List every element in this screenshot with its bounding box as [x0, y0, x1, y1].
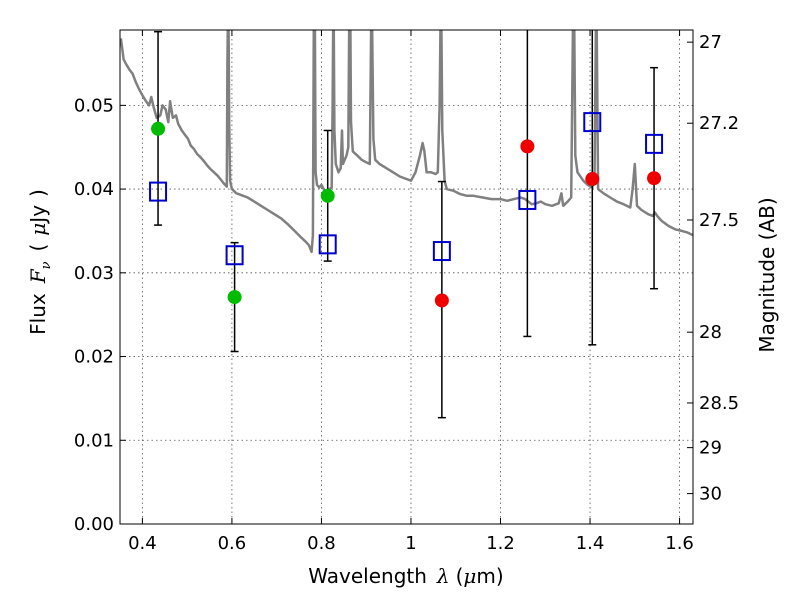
y-tick-label: 0.01 [74, 430, 114, 451]
x-tick-label: 1.6 [665, 533, 694, 554]
x-axis-label: Wavelength λ (μm) [308, 564, 503, 588]
sed-curve [120, 30, 693, 254]
model-square-marker [518, 189, 537, 210]
marker-layer [149, 112, 664, 308]
y2-tick-label: 27.2 [699, 113, 739, 134]
y2-tick-label: 29 [699, 438, 722, 459]
y-tick-label: 0.02 [74, 347, 114, 368]
y-tick-label: 0.04 [74, 179, 114, 200]
x-tick-label: 0.8 [307, 533, 336, 554]
y2-tick-label: 27 [699, 32, 722, 53]
y-axis-label: FluxFν(μJy) [26, 189, 54, 335]
y2-axis-label: Magnitude (AB) [755, 197, 779, 352]
x-tick-label: 1.2 [486, 533, 515, 554]
x-tick-label: 0.4 [128, 533, 157, 554]
model-square-marker [318, 234, 337, 255]
x-tick-label: 1.4 [576, 533, 605, 554]
plot-frame [119, 29, 694, 525]
y2-tick-label: 27.5 [699, 210, 739, 231]
x-tick-label: 0.6 [218, 533, 247, 554]
y2-tick-label: 28 [699, 322, 722, 343]
observed-point-marker [647, 171, 662, 186]
sed-curve-layer [120, 30, 693, 254]
y2-tick-label: 28.5 [699, 393, 739, 414]
observed-point-marker [434, 293, 449, 308]
observed-point-marker [520, 139, 535, 154]
y-tick-label: 0.00 [74, 514, 114, 535]
model-square-marker [432, 241, 451, 262]
y-tick-label: 0.05 [74, 95, 114, 116]
observed-point-marker [320, 188, 335, 203]
y2-tick-label: 30 [699, 484, 722, 505]
observed-point-marker [227, 290, 242, 305]
x-tick-label: 1 [405, 533, 416, 554]
observed-point-marker [151, 121, 166, 136]
model-square-marker [645, 133, 664, 154]
model-square-marker [225, 245, 244, 266]
y-tick-label: 0.03 [74, 263, 114, 284]
model-square-marker [149, 181, 168, 202]
model-square-marker [583, 112, 602, 133]
observed-point-marker [585, 172, 600, 187]
axis-ticks: 0.4 0.6 0.8 1 1.2 1.4 1.6 0.00 0.01 0.02 0.03 0.04 0… [74, 30, 739, 554]
grid [120, 30, 693, 524]
